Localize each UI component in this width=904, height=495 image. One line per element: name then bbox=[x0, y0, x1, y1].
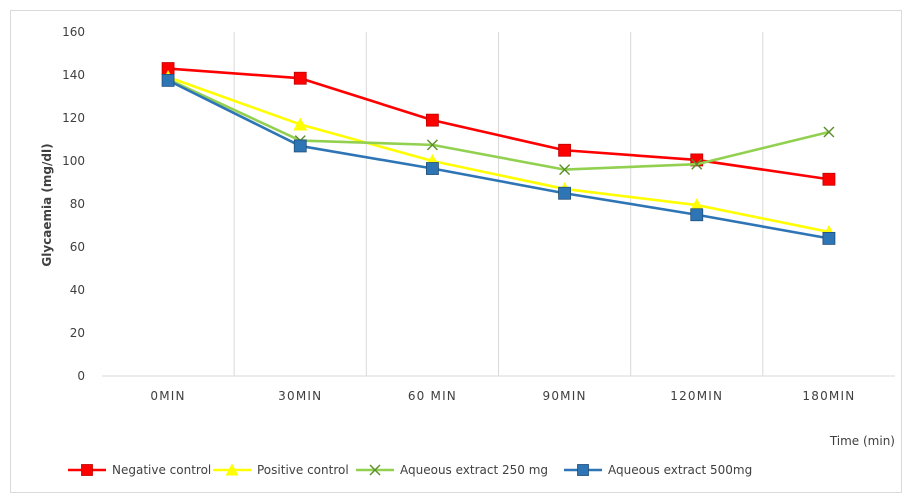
y-tick-label: 100 bbox=[62, 154, 85, 168]
y-tick-label: 160 bbox=[62, 25, 85, 39]
data-point bbox=[558, 186, 571, 200]
series-group bbox=[161, 62, 836, 245]
x-tick-label: 120MIN bbox=[670, 389, 723, 403]
data-point bbox=[822, 172, 836, 186]
y-axis-ticks: 0 20 40 60 80 100 120 140 160 bbox=[62, 25, 85, 383]
x-axis-ticks: 0MIN 30MIN 60 MIN 90MIN 120MIN 180MIN bbox=[150, 389, 855, 403]
x-tick-label: 60 MIN bbox=[408, 389, 457, 403]
data-point bbox=[293, 139, 307, 153]
y-tick-label: 60 bbox=[70, 240, 85, 254]
y-tick-label: 40 bbox=[70, 283, 85, 297]
legend-label: Aqueous extract 500mg bbox=[608, 463, 752, 477]
legend-item: Aqueous extract 250 mg bbox=[356, 463, 548, 477]
data-point bbox=[577, 464, 589, 476]
legend-label: Aqueous extract 250 mg bbox=[400, 463, 548, 477]
legend-item: Aqueous extract 500mg bbox=[564, 463, 752, 477]
legend: Negative control Positive control Aqueous … bbox=[68, 463, 752, 477]
y-tick-label: 0 bbox=[77, 369, 85, 383]
data-point bbox=[426, 162, 439, 175]
legend-label: Negative control bbox=[112, 463, 211, 477]
chart-frame bbox=[10, 10, 902, 493]
y-tick-label: 80 bbox=[70, 197, 85, 211]
data-point bbox=[426, 139, 438, 151]
data-point bbox=[690, 208, 704, 222]
y-tick-label: 120 bbox=[62, 111, 85, 125]
data-point bbox=[691, 158, 703, 170]
series-line bbox=[167, 75, 830, 234]
x-tick-label: 30MIN bbox=[278, 389, 322, 403]
data-point bbox=[689, 198, 704, 212]
data-point bbox=[558, 143, 571, 157]
x-axis-label: Time (min) bbox=[829, 434, 895, 448]
data-point bbox=[225, 463, 239, 476]
x-tick-label: 180MIN bbox=[802, 389, 855, 403]
data-point bbox=[559, 164, 571, 176]
series-line bbox=[167, 67, 830, 181]
y-tick-label: 140 bbox=[62, 68, 85, 82]
data-point bbox=[369, 464, 381, 476]
data-point bbox=[81, 464, 93, 476]
data-point bbox=[161, 73, 175, 87]
x-tick-label: 90MIN bbox=[543, 389, 587, 403]
data-point bbox=[823, 126, 835, 138]
series-aqueous-extract-500mg bbox=[161, 73, 836, 245]
legend-item: Negative control bbox=[68, 463, 211, 477]
series-negative-control bbox=[161, 62, 836, 186]
data-point bbox=[293, 117, 308, 131]
grid-lines bbox=[233, 32, 764, 376]
series-line bbox=[167, 78, 830, 171]
x-tick-label: 0MIN bbox=[150, 389, 185, 403]
legend-label: Positive control bbox=[257, 463, 349, 477]
data-point bbox=[822, 231, 836, 245]
data-point bbox=[293, 71, 307, 85]
data-point bbox=[426, 113, 439, 127]
y-tick-label: 20 bbox=[70, 326, 85, 340]
series-line bbox=[167, 79, 830, 240]
legend-item: Positive control bbox=[213, 463, 349, 477]
y-axis-label: Glycaemia (mg/dl) bbox=[40, 143, 54, 266]
